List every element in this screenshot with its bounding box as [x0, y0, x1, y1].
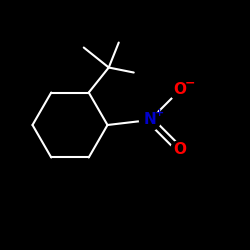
Text: −: −	[185, 76, 195, 90]
Text: O: O	[174, 82, 186, 98]
Circle shape	[140, 110, 160, 130]
Text: +: +	[155, 108, 164, 118]
Text: O: O	[174, 142, 186, 158]
Text: N: N	[144, 112, 156, 128]
Circle shape	[170, 140, 190, 160]
Circle shape	[170, 80, 190, 100]
